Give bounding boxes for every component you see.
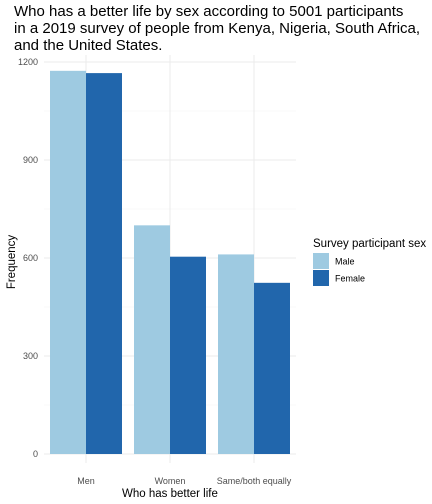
y-tick-label: 600 bbox=[23, 253, 38, 263]
chart-title-line-1: Who has a better life by sex according t… bbox=[14, 3, 403, 20]
chart-title-line-2: in a 2019 survey of people from Kenya, N… bbox=[14, 20, 420, 37]
legend-label-male: Male bbox=[335, 257, 355, 267]
chart-title: Who has a better life by sex according t… bbox=[14, 3, 420, 54]
x-tick-label: Same/both equally bbox=[217, 476, 292, 486]
bars-group bbox=[50, 70, 290, 455]
bar-female-women bbox=[170, 256, 206, 454]
bar-female-men bbox=[86, 73, 122, 455]
legend-title: Survey participant sex bbox=[313, 238, 426, 250]
y-tick-label: 0 bbox=[33, 449, 38, 459]
y-axis-label: Frequency bbox=[6, 235, 18, 290]
chart-title-line-3: and the United States. bbox=[14, 37, 162, 54]
legend: Survey participant sex Male Female bbox=[313, 238, 426, 286]
legend-label-female: Female bbox=[335, 274, 365, 284]
y-tick-label: 300 bbox=[23, 351, 38, 361]
x-axis-label: Who has better life bbox=[122, 488, 218, 500]
bar-male-same-both-equally bbox=[218, 254, 254, 454]
y-tick-label: 900 bbox=[23, 155, 38, 165]
legend-key-female bbox=[313, 270, 329, 286]
x-tick-label: Women bbox=[155, 476, 186, 486]
x-axis-ticks: Men Women Same/both equally bbox=[77, 476, 292, 486]
legend-key-male bbox=[313, 253, 329, 269]
y-tick-label: 1200 bbox=[18, 57, 38, 67]
bar-male-women bbox=[134, 225, 170, 454]
y-axis-ticks: 0 300 600 900 1200 bbox=[18, 57, 38, 459]
legend-items: Male Female bbox=[313, 253, 365, 286]
bar-female-same-both-equally bbox=[254, 282, 290, 454]
bar-male-men bbox=[50, 70, 86, 454]
x-tick-label: Men bbox=[77, 476, 95, 486]
